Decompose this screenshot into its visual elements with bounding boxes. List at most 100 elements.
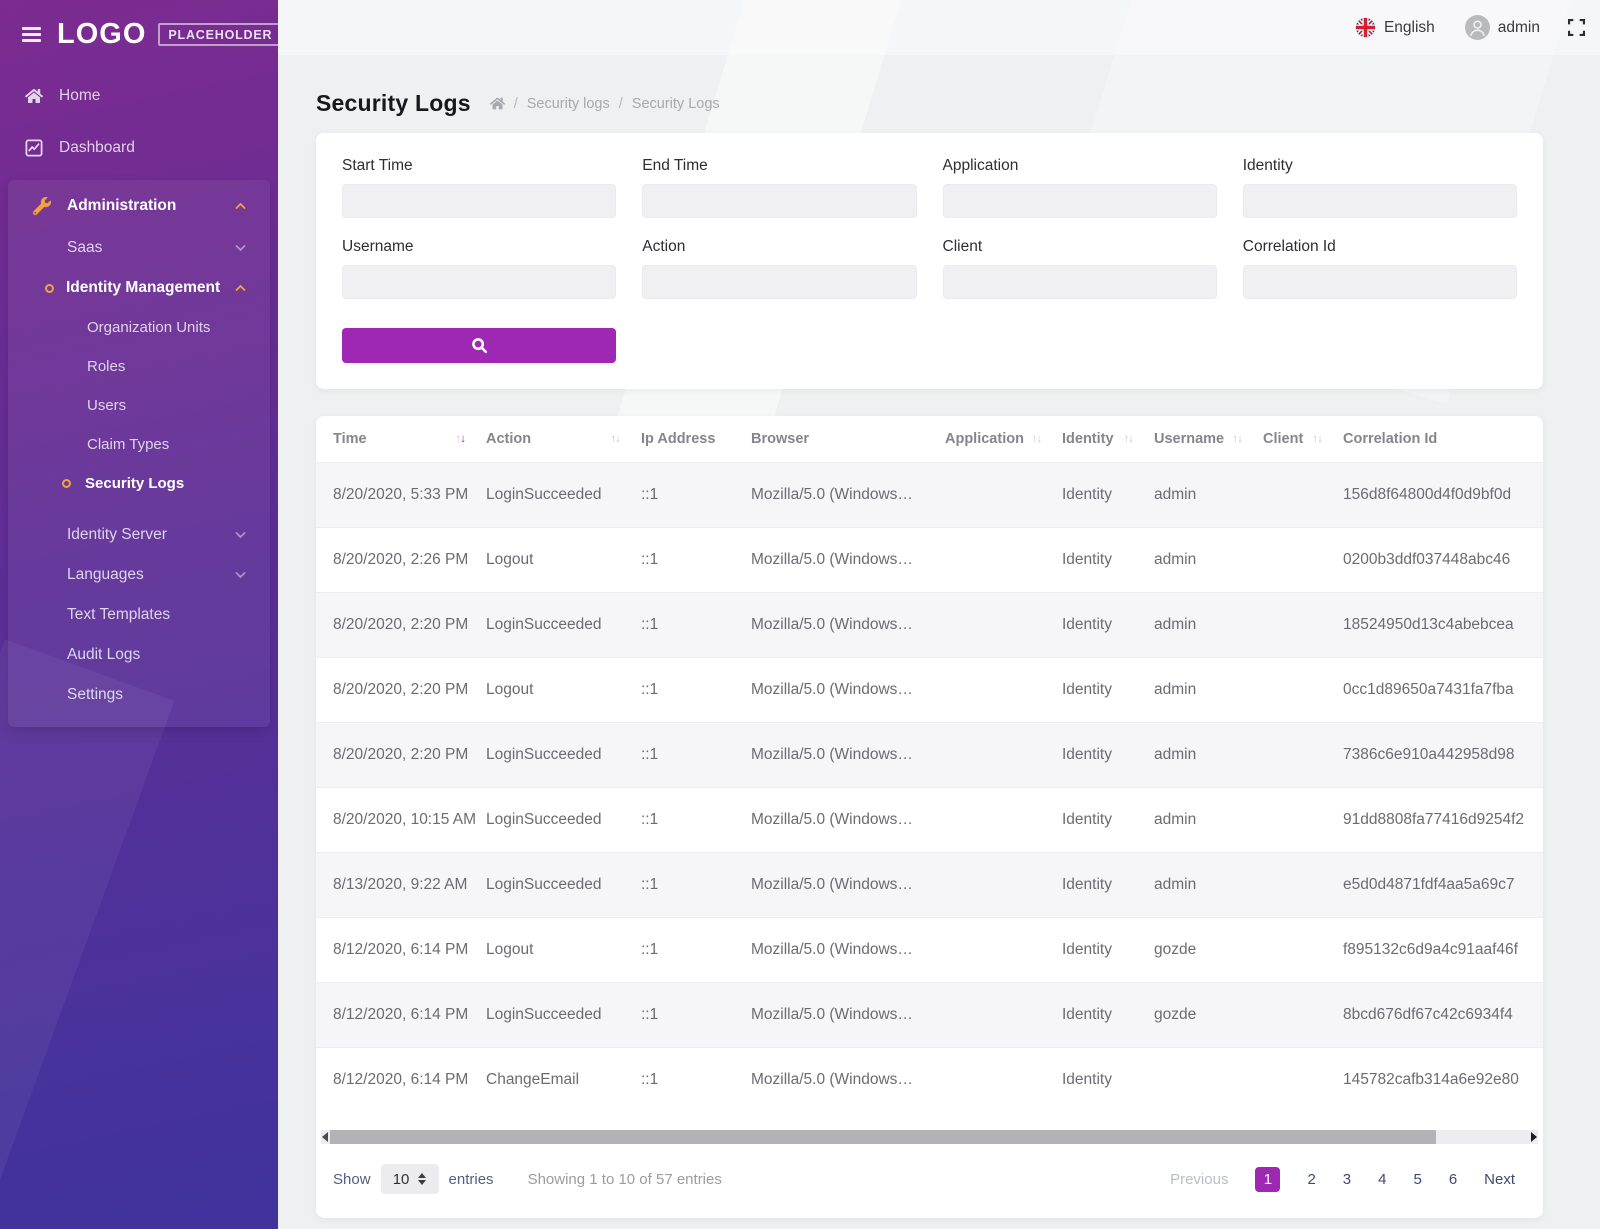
column-header-time[interactable]: Time ↑ ↓ — [316, 416, 486, 462]
cell-client — [1263, 721, 1343, 787]
logo-row: LOGO PLACEHOLDER — [0, 0, 278, 52]
sidebar-item-claim-types[interactable]: Claim Types — [8, 425, 270, 464]
sidebar-item-label: Audit Logs — [67, 646, 141, 663]
scrollbar-thumb[interactable] — [330, 1130, 1436, 1144]
user-menu[interactable]: admin — [1464, 15, 1540, 40]
horizontal-scrollbar[interactable] — [321, 1130, 1538, 1144]
cell-identity: Identity — [1062, 526, 1154, 592]
breadcrumb-separator: / — [618, 95, 623, 112]
sidebar-item-audit-logs[interactable]: Audit Logs — [8, 635, 270, 675]
sidebar-item-organization-units[interactable]: Organization Units — [8, 308, 270, 347]
cell-browser: Mozilla/5.0 (Windows… — [751, 461, 945, 527]
column-header-action[interactable]: Action ↑ ↓ — [486, 416, 641, 462]
sidebar-item-administration[interactable]: Administration — [8, 184, 270, 228]
action-input[interactable] — [642, 265, 917, 299]
page-size-select[interactable]: 10 — [380, 1164, 439, 1194]
cell-identity: Identity — [1062, 721, 1154, 787]
sidebar-item-home[interactable]: Home — [0, 70, 278, 122]
sidebar-item-users[interactable]: Users — [8, 386, 270, 425]
end-time-input[interactable] — [642, 184, 917, 218]
table-row: 8/12/2020, 6:14 PM LoginSucceeded::1 Mozil… — [316, 981, 1543, 1047]
scroll-right-icon[interactable] — [1531, 1132, 1537, 1142]
column-header-client[interactable]: Client ↑ ↓ — [1263, 416, 1343, 462]
cell-time: 8/12/2020, 6:14 PM — [316, 916, 486, 982]
table-row: 8/13/2020, 9:22 AM LoginSucceeded::1 Mozil… — [316, 851, 1543, 917]
cell-browser: Mozilla/5.0 (Windows… — [751, 1046, 945, 1112]
pagination-previous[interactable]: Previous — [1170, 1170, 1229, 1188]
chevron-up-icon — [235, 284, 246, 292]
language-selector[interactable]: English — [1355, 17, 1435, 38]
table-row: 8/20/2020, 10:15 AM LoginSucceeded::1 Mozi… — [316, 786, 1543, 852]
column-header-browser: Browser — [751, 416, 945, 462]
column-header-application[interactable]: Application ↑ ↓ — [945, 416, 1062, 462]
pagination-page-6[interactable]: 6 — [1448, 1170, 1458, 1188]
fullscreen-icon[interactable] — [1568, 19, 1585, 36]
column-header-ip-address: Ip Address — [641, 416, 751, 462]
cell-browser: Mozilla/5.0 (Windows… — [751, 591, 945, 657]
filter-label: Action — [642, 238, 686, 255]
start-time-input[interactable] — [342, 184, 617, 218]
filter-field-end-time: End Time — [642, 157, 917, 218]
column-header-identity[interactable]: Identity ↑ ↓ — [1062, 416, 1154, 462]
flag-uk-icon — [1355, 17, 1376, 38]
sidebar-item-label: Saas — [67, 239, 103, 256]
cell-correlation-id: 91dd8808fa77416d9254f2 — [1343, 786, 1543, 852]
breadcrumb-item[interactable]: Security logs — [526, 95, 610, 112]
sidebar-item-identity-management[interactable]: Identity Management — [8, 268, 270, 308]
cell-identity: Identity — [1062, 786, 1154, 852]
filter-card: Start Time End Time Application Identity Use… — [316, 133, 1543, 389]
correlation-id-input[interactable] — [1242, 265, 1517, 299]
sidebar-item-roles[interactable]: Roles — [8, 347, 270, 386]
cell-time: 8/20/2020, 5:33 PM — [316, 461, 486, 527]
filter-fields: Start Time End Time Application Identity Use… — [342, 157, 1517, 299]
column-label: Browser — [751, 430, 810, 447]
search-icon — [471, 337, 488, 354]
pagination-page-3[interactable]: 3 — [1342, 1170, 1352, 1188]
application-input[interactable] — [942, 184, 1217, 218]
cell-action: Logout — [486, 656, 641, 722]
sidebar-item-saas[interactable]: Saas — [8, 228, 270, 268]
filter-field-application: Application — [942, 157, 1217, 218]
sidebar-item-text-templates[interactable]: Text Templates — [8, 595, 270, 635]
breadcrumb-home-icon[interactable] — [489, 96, 505, 111]
table-row: 8/20/2020, 2:26 PM Logout::1 Mozilla/5.0 (… — [316, 526, 1543, 592]
filter-field-client: Client — [942, 238, 1217, 299]
search-button[interactable] — [342, 328, 616, 363]
username-input[interactable] — [342, 265, 617, 299]
sidebar-item-settings[interactable]: Settings — [8, 675, 270, 715]
column-label: Identity — [1062, 430, 1114, 447]
identity-input[interactable] — [1242, 184, 1517, 218]
sidebar-item-dashboard[interactable]: Dashboard — [0, 122, 278, 174]
cell-correlation-id: 7386c6e910a442958d98 — [1343, 721, 1543, 787]
menu-toggle-icon[interactable] — [22, 27, 41, 42]
sidebar-item-languages[interactable]: Languages — [8, 555, 270, 595]
cell-action: ChangeEmail — [486, 1046, 641, 1112]
pagination-page-5[interactable]: 5 — [1413, 1170, 1422, 1188]
cell-time: 8/20/2020, 2:20 PM — [316, 656, 486, 722]
column-header-username[interactable]: Username ↑ ↓ — [1154, 416, 1263, 462]
table-body: 8/20/2020, 5:33 PM LoginSucceeded::1 Mozil… — [316, 461, 1543, 1112]
cell-username: admin — [1154, 461, 1263, 527]
filter-field-action: Action — [642, 238, 917, 299]
sidebar-item-label: Claim Types — [87, 436, 170, 453]
cell-ip-address: ::1 — [641, 851, 751, 917]
sidebar-item-label: Identity Management — [66, 279, 221, 296]
sidebar-item-identity-server[interactable]: Identity Server — [8, 515, 270, 555]
table-row: 8/20/2020, 2:20 PM LoginSucceeded::1 Mozil… — [316, 591, 1543, 657]
sidebar-item-security-logs[interactable]: Security Logs — [8, 464, 270, 503]
pagination-page-1[interactable]: 1 — [1255, 1166, 1281, 1192]
client-input[interactable] — [942, 265, 1217, 299]
pagination-page-4[interactable]: 4 — [1378, 1170, 1387, 1188]
column-header-correlation-id: Correlation Id — [1343, 416, 1543, 462]
pagination-next[interactable]: Next — [1484, 1170, 1515, 1188]
page-size-value: 10 — [392, 1170, 410, 1188]
scroll-left-icon[interactable] — [322, 1132, 328, 1142]
sidebar-item-label: Text Templates — [67, 606, 171, 623]
pagination-page-2[interactable]: 2 — [1307, 1170, 1316, 1188]
cell-correlation-id: 8bcd676df67c42c6934f4 — [1343, 981, 1543, 1047]
sidebar-item-label: Security Logs — [85, 475, 185, 492]
sidebar-item-label: Dashboard — [59, 139, 135, 156]
filter-field-username: Username — [342, 238, 617, 299]
cell-browser: Mozilla/5.0 (Windows… — [751, 656, 945, 722]
cell-time: 8/20/2020, 2:20 PM — [316, 721, 486, 787]
